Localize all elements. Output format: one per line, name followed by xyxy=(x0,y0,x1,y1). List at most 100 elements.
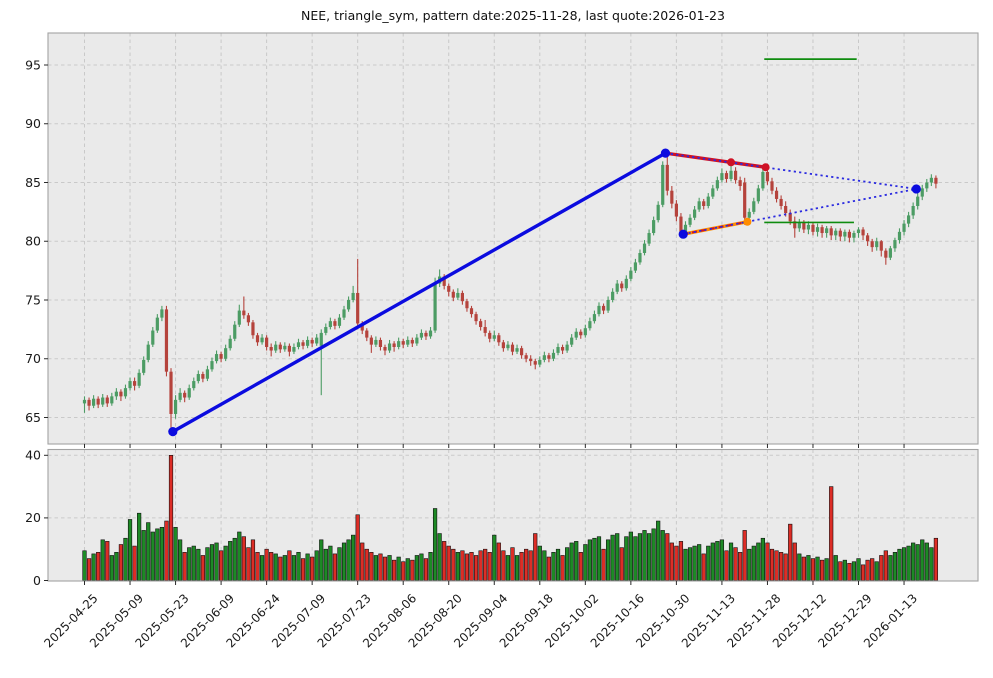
candle-body xyxy=(92,398,96,406)
volume-bar xyxy=(874,561,879,581)
volume-bar xyxy=(341,542,347,581)
volume-bar xyxy=(842,559,847,581)
volume-bar xyxy=(205,547,210,581)
volume-bar xyxy=(82,550,87,581)
volume-bar xyxy=(906,545,911,581)
candle-body xyxy=(187,388,191,398)
volume-bar xyxy=(555,548,561,581)
candle-body xyxy=(119,391,123,397)
tick-label: 85 xyxy=(25,175,41,190)
volume-bar xyxy=(200,555,205,581)
volume-bar xyxy=(619,547,624,581)
candle-body xyxy=(401,341,405,345)
candle-body xyxy=(615,283,619,292)
volume-bar xyxy=(164,520,169,581)
candle-body xyxy=(346,300,351,310)
volume-bar xyxy=(879,555,884,581)
candle-body xyxy=(369,337,373,345)
candle-body xyxy=(342,309,346,318)
volume-bar xyxy=(182,552,187,581)
volume-bar xyxy=(920,539,925,581)
volume-bar xyxy=(328,545,333,581)
candle-body xyxy=(738,180,742,187)
candle-body xyxy=(588,321,592,329)
candle-body xyxy=(761,171,765,189)
red-marker xyxy=(727,158,736,167)
candle-body xyxy=(747,211,751,218)
candle-body xyxy=(105,397,109,404)
volume-bar xyxy=(788,523,793,581)
volume-bar xyxy=(719,539,725,581)
volume-bar xyxy=(127,519,133,581)
volume-bar xyxy=(382,556,388,581)
volume-bar xyxy=(760,537,765,581)
volume-bar xyxy=(146,522,151,581)
volume-bar xyxy=(132,545,137,581)
candle-body xyxy=(237,310,241,325)
candle-body xyxy=(829,228,833,236)
chart-title: NEE, triangle_sym, pattern date:2025-11-… xyxy=(301,8,725,23)
volume-bar xyxy=(665,533,670,581)
volume-bar xyxy=(323,548,328,581)
candle-body xyxy=(233,324,237,339)
candle-body xyxy=(356,292,360,324)
volume-bar xyxy=(733,547,738,581)
candle-body xyxy=(137,372,141,386)
candle-body xyxy=(160,309,164,318)
candle-body xyxy=(597,305,601,315)
candle-body xyxy=(793,221,797,229)
candle-body xyxy=(802,222,806,230)
candle-body xyxy=(278,344,282,350)
tick-label: 40 xyxy=(25,448,41,463)
volume-bar xyxy=(496,542,501,581)
candle-body xyxy=(283,345,287,350)
volume-bar xyxy=(492,534,497,581)
volume-bar xyxy=(455,552,460,581)
candle-body xyxy=(392,343,396,347)
candle-body xyxy=(360,323,364,331)
volume-bar xyxy=(392,559,397,581)
volume-bar xyxy=(396,556,401,581)
volume-bar xyxy=(633,536,638,581)
candle-body xyxy=(861,229,865,236)
candle-body xyxy=(192,381,196,389)
candle-body xyxy=(365,330,369,338)
candle-body xyxy=(866,235,870,242)
volume-bar xyxy=(278,556,283,581)
candle-body xyxy=(820,227,824,234)
volume-bar xyxy=(669,542,674,581)
volume-bar xyxy=(319,539,324,581)
volume-bar xyxy=(250,539,256,581)
volume-bar xyxy=(91,553,96,581)
volume-bar xyxy=(756,542,761,581)
volume-bar xyxy=(924,542,929,581)
candle-body xyxy=(214,354,219,362)
candle-body xyxy=(292,347,296,352)
volume-bar xyxy=(810,558,816,581)
candle-body xyxy=(433,283,437,331)
candle-body xyxy=(592,314,597,322)
volume-bar xyxy=(578,552,583,581)
candle-body xyxy=(169,371,173,414)
candle-body xyxy=(529,358,533,362)
volume-bar xyxy=(769,548,775,581)
volume-bar xyxy=(710,542,715,581)
volume-bar xyxy=(514,555,520,581)
candle-body xyxy=(633,262,638,271)
candle-body xyxy=(269,347,273,351)
volume-bar xyxy=(888,555,893,581)
candle-body xyxy=(788,213,792,222)
candle-body xyxy=(110,396,114,404)
volume-bar xyxy=(246,547,251,581)
volume-bar xyxy=(751,545,756,581)
pane-spines xyxy=(47,32,979,582)
volume-bar xyxy=(114,552,119,581)
volume-bar xyxy=(565,547,570,581)
candle-body xyxy=(492,335,496,339)
volume-bar xyxy=(628,531,633,581)
volume-bar xyxy=(779,552,784,581)
candle-body xyxy=(242,310,246,316)
candle-body xyxy=(374,339,378,345)
candle-body xyxy=(838,230,842,237)
candle-body xyxy=(210,361,214,370)
